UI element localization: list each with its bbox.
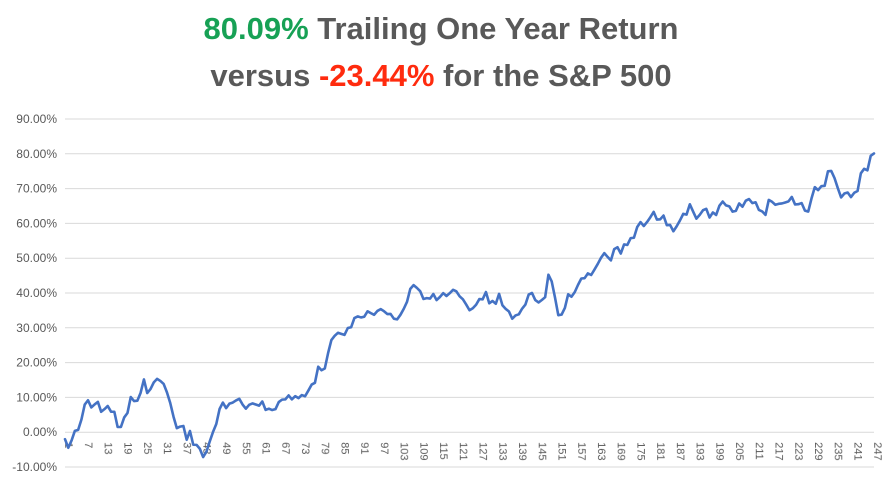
- svg-text:85: 85: [338, 442, 350, 454]
- svg-text:31: 31: [161, 442, 173, 454]
- svg-text:60.00%: 60.00%: [16, 216, 57, 230]
- svg-text:157: 157: [575, 442, 587, 460]
- svg-text:97: 97: [378, 442, 390, 454]
- svg-text:91: 91: [358, 442, 370, 454]
- svg-text:25: 25: [141, 442, 153, 454]
- svg-text:217: 217: [772, 442, 784, 460]
- svg-text:30.00%: 30.00%: [16, 321, 57, 335]
- svg-text:205: 205: [733, 442, 745, 460]
- svg-text:40.00%: 40.00%: [16, 286, 57, 300]
- svg-text:223: 223: [792, 442, 804, 460]
- svg-text:175: 175: [634, 442, 646, 460]
- svg-text:10.00%: 10.00%: [16, 390, 57, 404]
- svg-text:235: 235: [832, 442, 844, 460]
- svg-text:193: 193: [693, 442, 705, 460]
- svg-text:103: 103: [397, 442, 409, 460]
- svg-text:80.00%: 80.00%: [16, 147, 57, 161]
- svg-text:211: 211: [753, 442, 765, 460]
- svg-text:169: 169: [614, 442, 626, 460]
- svg-text:50.00%: 50.00%: [16, 251, 57, 265]
- svg-text:19: 19: [121, 442, 133, 454]
- svg-text:145: 145: [536, 442, 548, 460]
- svg-text:241: 241: [851, 442, 863, 460]
- svg-text:61: 61: [259, 442, 271, 454]
- svg-text:163: 163: [595, 442, 607, 460]
- svg-text:229: 229: [812, 442, 824, 460]
- svg-text:0.00%: 0.00%: [23, 425, 57, 439]
- svg-text:109: 109: [417, 442, 429, 460]
- svg-text:133: 133: [496, 442, 508, 460]
- svg-text:90.00%: 90.00%: [16, 112, 57, 126]
- svg-text:199: 199: [713, 442, 725, 460]
- svg-text:49: 49: [220, 442, 232, 454]
- svg-text:70.00%: 70.00%: [16, 182, 57, 196]
- svg-text:151: 151: [555, 442, 567, 460]
- svg-text:13: 13: [101, 442, 113, 454]
- svg-text:73: 73: [299, 442, 311, 454]
- svg-text:79: 79: [319, 442, 331, 454]
- svg-text:139: 139: [516, 442, 528, 460]
- svg-text:247: 247: [871, 442, 882, 460]
- svg-text:181: 181: [654, 442, 666, 460]
- svg-text:55: 55: [240, 442, 252, 454]
- svg-text:127: 127: [476, 442, 488, 460]
- svg-text:37: 37: [180, 442, 192, 454]
- svg-text:115: 115: [437, 442, 449, 460]
- svg-text:7: 7: [82, 442, 94, 448]
- svg-text:187: 187: [674, 442, 686, 460]
- svg-text:20.00%: 20.00%: [16, 356, 57, 370]
- svg-text:-10.00%: -10.00%: [12, 460, 57, 474]
- svg-text:121: 121: [457, 442, 469, 460]
- svg-text:67: 67: [279, 442, 291, 454]
